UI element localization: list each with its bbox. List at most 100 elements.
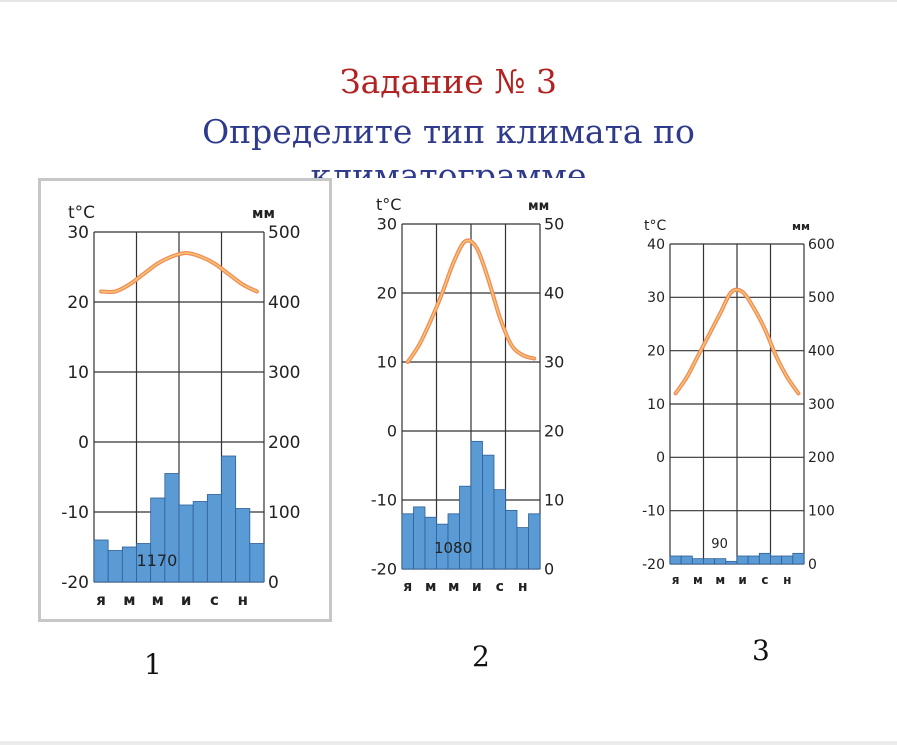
chart3-precip-bar [736, 555, 749, 565]
chart2-precip-bar [482, 454, 495, 570]
chart1-month-label: м [152, 591, 164, 609]
chart3-temp-tick-label: 40 [647, 237, 665, 253]
chart3-month-label: я [672, 573, 680, 587]
chart2-temp-tick-label: -10 [371, 491, 397, 510]
chart1-precip-bar [121, 546, 137, 583]
chart1-precip-tick-label: 500 [268, 223, 300, 243]
chart3-precip-bar [770, 555, 783, 565]
chart2-precip-bar [470, 440, 483, 570]
chart1-temp-tick-label: 20 [67, 293, 89, 313]
chart1-temp-tick-label: 30 [67, 223, 89, 243]
chart1-month-label: м [123, 591, 135, 609]
chart2-precip-bar [413, 506, 426, 570]
chart2-temp-unit: t°C [376, 195, 401, 214]
task-question: Определите тип климата по [202, 112, 695, 151]
chart2-temp-tick-label: 10 [377, 353, 397, 372]
chart1-precip-bar [107, 550, 123, 583]
chart3-precip-tick-label: 100 [808, 504, 835, 520]
chart2-month-label: н [518, 579, 528, 595]
chart2-month-label: м [448, 579, 459, 595]
chart3-month-label: м [715, 573, 725, 587]
chart2-precip-tick-label: 200 [544, 422, 565, 441]
chart3-precip-tick-label: 400 [808, 344, 835, 360]
chart3-month-label: с [761, 573, 768, 587]
chart3-precip-unit: мм [792, 220, 810, 233]
chart2-precip-tick-label: 400 [544, 284, 565, 303]
chart1-month-label: и [181, 591, 192, 609]
climatogram-3[interactable]: t°C мм 40 30 20 10 0 -10 -20 600 500 400 300 200 100 0 9… [630, 208, 855, 598]
chart3-precip-tick-label: 600 [808, 237, 835, 253]
chart1-precip-bar [221, 455, 237, 583]
chart3-precip-bar [747, 555, 760, 565]
chart1-precip-bar [178, 504, 194, 583]
bottom-edge-line [0, 741, 897, 745]
chart1-month-label: н [238, 591, 248, 609]
chart1-temp-tick-label: -10 [61, 503, 89, 523]
chart1-precip-unit: мм [252, 206, 275, 222]
chart3-temp-tick-label: -20 [642, 557, 665, 573]
task-title: Задание № 3 [340, 62, 557, 101]
chart1-precip-bar [206, 494, 222, 583]
chart2-precip-tick-label: 300 [544, 353, 565, 372]
chart3-temp-tick-label: 30 [647, 290, 665, 306]
chart2-month-label: с [496, 579, 504, 595]
chart3-temperature-line-highlight [674, 288, 800, 395]
top-edge-line [0, 0, 897, 2]
chart2-precip-bar [505, 509, 518, 570]
chart1-precip-tick-label: 300 [268, 363, 300, 383]
chart3-temp-unit: t°C [644, 218, 666, 234]
chart3-precip-bar [703, 558, 716, 565]
chart2-month-label: м [425, 579, 436, 595]
chart3-precip-bar [680, 555, 693, 565]
chart1-temp-tick-label: -20 [61, 573, 89, 593]
chart1-precip-tick-label: 400 [268, 293, 300, 313]
chart2-temp-tick-label: -20 [371, 560, 397, 579]
chart3-precip-bar [725, 560, 738, 565]
chart1-temp-tick-label: 0 [78, 433, 89, 453]
chart2-month-label: и [472, 579, 482, 595]
chart2-temp-tick-label: 0 [387, 422, 397, 441]
chart-2-number: 2 [472, 640, 490, 673]
chart3-precip-tick-label: 200 [808, 450, 835, 466]
chart2-precip-tick-label: 100 [544, 491, 565, 510]
chart3-precip-tick-label: 500 [808, 290, 835, 306]
chart1-precip-tick-label: 200 [268, 433, 300, 453]
chart2-temp-tick-label: 20 [377, 284, 397, 303]
chart1-temperature-line-highlight [100, 252, 258, 293]
chart2-month-label: я [403, 579, 412, 595]
chart3-precip-tick-label: 0 [808, 557, 817, 573]
chart2-precip-tick-label: 0 [544, 560, 554, 579]
chart2-precip-unit: мм [528, 199, 549, 214]
chart2-temp-tick-label: 30 [377, 215, 397, 234]
chart1-precip-tick-label: 100 [268, 503, 300, 523]
chart3-precip-tick-label: 300 [808, 397, 835, 413]
task-question-continuation: климатограмме [310, 156, 587, 178]
chart3-temp-tick-label: 0 [656, 450, 665, 466]
chart3-temp-tick-label: -10 [642, 504, 665, 520]
climatogram-1[interactable]: t°C мм 30 20 10 0 -10 -20 500 400 300 200 100 0 1170 я м… [52, 190, 322, 620]
chart3-precip-bar [781, 555, 794, 565]
chart1-precip-tick-label: 0 [268, 573, 279, 593]
chart3-precip-bar [714, 558, 727, 565]
chart3-month-label: м [693, 573, 703, 587]
climatogram-3-svg: t°C мм403020100-10-2060050040030020010009… [642, 218, 835, 587]
chart3-precip-bar [669, 555, 682, 565]
chart2-total-precipitation: 1080 [434, 539, 472, 557]
chart1-precip-bar [93, 539, 109, 583]
chart2-precip-bar [516, 527, 529, 570]
chart-1-number: 1 [144, 648, 162, 681]
chart1-temp-tick-label: 10 [67, 363, 89, 383]
chart2-precip-tick-label: 500 [544, 215, 565, 234]
chart3-total-precipitation: 90 [711, 537, 728, 552]
chart3-precip-bar [691, 558, 704, 565]
chart2-precip-bar [493, 489, 506, 570]
chart2-precip-bar [528, 513, 541, 570]
chart2-precip-bar [401, 513, 414, 570]
climatogram-2[interactable]: t°Cмм3020100-10-2050040030020010001080ям… [360, 186, 565, 601]
chart1-total-precipitation: 1170 [137, 551, 178, 570]
chart1-temp-unit: t°C [68, 203, 95, 223]
chart1-month-label: я [96, 591, 106, 609]
chart3-month-label: и [738, 573, 746, 587]
chart1-precip-bar [192, 501, 208, 583]
